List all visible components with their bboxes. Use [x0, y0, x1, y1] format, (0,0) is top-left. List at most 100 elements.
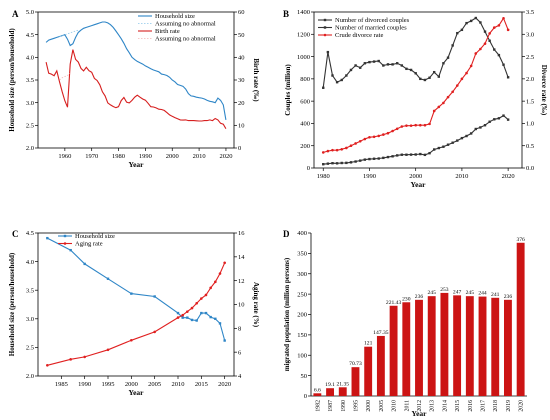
bar-value-label: 253: [440, 287, 449, 293]
x-tick-label: 2005: [148, 381, 161, 388]
y-tick-label: 1200: [297, 31, 310, 38]
x-tick-label: 1985: [55, 381, 68, 388]
x-tick-label: 2005: [379, 400, 385, 412]
data-point: [419, 123, 422, 127]
data-point: [69, 358, 72, 361]
data-point: [322, 86, 325, 89]
data-point: [200, 297, 203, 300]
data-point: [359, 159, 362, 162]
y-tick-label: 3.5: [26, 77, 34, 84]
data-point: [209, 315, 212, 319]
bar-value-label: 247: [453, 289, 462, 295]
bar: [504, 299, 512, 396]
y-tick-label: 150: [297, 332, 307, 339]
series-line: [45, 21, 227, 120]
x-tick-label: 2010: [392, 400, 398, 412]
data-point: [497, 53, 501, 57]
data-point: [349, 161, 353, 164]
y2-tick-label: 20: [238, 100, 245, 107]
data-point: [395, 127, 399, 131]
y2-tick-label: 6: [238, 349, 242, 356]
data-point: [497, 117, 501, 120]
x-tick-label: 1995: [102, 381, 115, 388]
bar: [402, 302, 411, 396]
data-point: [423, 123, 427, 127]
y2-tick-label: 0.5: [526, 143, 534, 150]
data-point: [386, 63, 390, 66]
y-axis-title: migrated population (million persons): [283, 257, 291, 371]
data-point: [414, 153, 417, 156]
data-point: [469, 19, 473, 23]
y-tick-label: 100: [297, 352, 307, 359]
y2-tick-label: 12: [238, 278, 245, 285]
data-point: [469, 132, 473, 135]
y-tick-label: 50: [301, 373, 308, 380]
data-point: [451, 141, 454, 144]
data-point: [204, 311, 208, 315]
x-tick-label: 1990: [341, 400, 347, 412]
legend-entry: Assuming no abnormal: [155, 21, 216, 28]
x-tick-label: 2016: [468, 400, 474, 412]
plot-frame: [313, 11, 523, 169]
data-point: [106, 277, 110, 280]
x-tick-label: 2019: [506, 400, 512, 412]
data-point: [469, 64, 473, 68]
x-tick-label: 2000: [409, 173, 422, 180]
x-tick-label: 2000: [366, 400, 372, 412]
x-tick-label: 1980: [317, 173, 330, 180]
data-point: [368, 135, 371, 139]
data-point: [465, 71, 468, 75]
panel-b: B 1980 1990 2000 2010 2020 0 200 400 600 800 1000 12…: [283, 9, 548, 189]
data-point: [181, 313, 184, 317]
y-tick-label: 350: [297, 251, 307, 258]
data-point: [405, 124, 408, 127]
x-tick-label: 2017: [481, 400, 487, 412]
y2-tick-label: 10: [238, 302, 245, 309]
data-point: [363, 137, 367, 141]
y-axis-title: Household size (person/household): [8, 252, 16, 356]
bar: [516, 242, 525, 396]
y2-tick-label: 2.5: [526, 54, 534, 61]
bar: [440, 292, 449, 396]
data-point: [331, 162, 334, 165]
series-line: [323, 114, 509, 165]
data-point: [400, 64, 404, 67]
legend-entry: Number of married couples: [335, 25, 407, 32]
data-point: [326, 162, 330, 165]
data-point: [345, 161, 348, 165]
data-point: [506, 118, 510, 121]
data-point: [106, 348, 110, 352]
x-tick-label: 1960: [58, 153, 71, 160]
data-point: [391, 63, 394, 66]
bar: [465, 296, 474, 396]
data-point: [493, 48, 496, 51]
data-point: [437, 75, 440, 78]
x-tick-label: 1990: [363, 173, 376, 180]
series-line: [47, 237, 226, 341]
y2-tick-label: 8: [238, 326, 241, 333]
bar-value-label: 19.1: [325, 382, 335, 388]
bar: [313, 393, 322, 396]
data-point: [488, 39, 491, 42]
data-point: [130, 292, 133, 295]
x-tick-label: 2014: [442, 400, 448, 412]
y-tick-label: 0: [307, 165, 310, 172]
data-point: [176, 316, 180, 319]
x-tick-label: 2020: [502, 173, 515, 180]
y-tick-label: 400: [300, 121, 310, 128]
y-tick-label: 400: [297, 230, 307, 237]
bar: [478, 296, 487, 396]
series-line: [59, 72, 71, 81]
data-point: [456, 139, 459, 142]
data-point: [335, 81, 339, 84]
data-point: [409, 153, 413, 156]
data-point: [345, 74, 348, 77]
bar-value-label: 244: [478, 291, 487, 297]
data-point: [69, 248, 72, 252]
y2-tick-label: 3.0: [526, 31, 534, 38]
data-point: [331, 148, 334, 152]
data-point: [358, 139, 362, 143]
x-tick-label: 2000: [166, 153, 179, 160]
x-tick-label: 2020: [218, 381, 231, 388]
